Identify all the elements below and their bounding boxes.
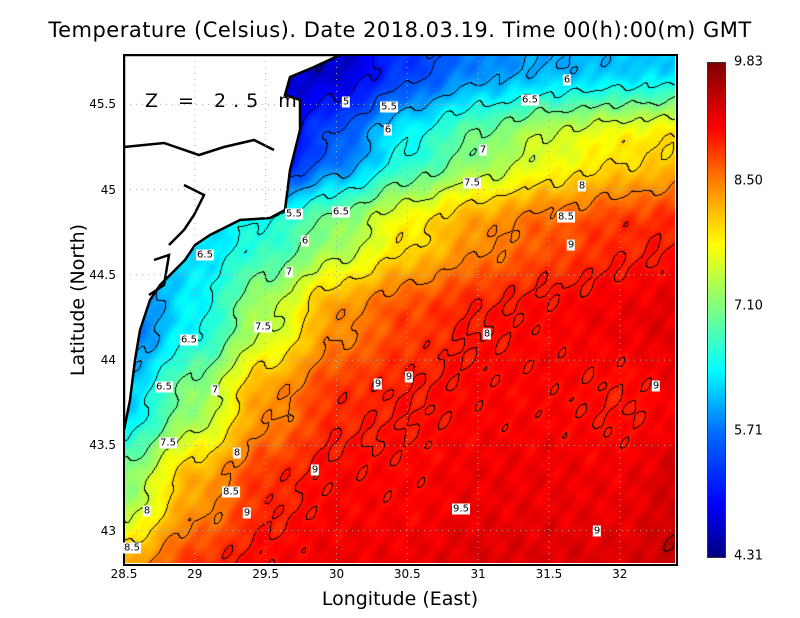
x-tick-label: 28.5: [110, 567, 138, 581]
contour-label: 7: [284, 266, 294, 278]
contour-label: 9: [404, 371, 414, 383]
x-tick-label: 29.5: [252, 567, 279, 581]
contour-label: 9: [651, 380, 661, 392]
contour-label: 6.5: [521, 94, 539, 106]
map-overlay: [124, 55, 675, 563]
colorbar: [707, 62, 726, 558]
contour-label: 6: [383, 124, 393, 136]
contour-label: 6.5: [332, 206, 350, 218]
y-tick-label: 43: [100, 523, 116, 538]
x-axis-label: Longitude (East): [321, 588, 479, 610]
contour-label: 9: [373, 378, 383, 390]
contour-label: 9.5: [452, 503, 470, 515]
colorbar-tick-label: 5.71: [734, 423, 763, 439]
y-tick-label: 43.5: [89, 438, 116, 453]
x-tick-label: 29: [187, 567, 203, 581]
contour-label: 7.5: [254, 321, 272, 333]
x-tick-label: 31: [470, 567, 486, 581]
colorbar-tick-label: 7.10: [734, 298, 763, 314]
contour-label: 8.5: [222, 486, 240, 498]
y-axis-label: Latitude (North): [67, 223, 89, 377]
contour-label: 9: [592, 525, 602, 537]
contour-label: 8: [142, 505, 152, 517]
depth-annotation: Z = 2.5 m: [145, 90, 304, 112]
contour-label: 8: [577, 180, 587, 192]
contour-label: 5.5: [285, 208, 303, 220]
contour-label: 6: [562, 74, 572, 86]
contour-label: 9: [566, 239, 576, 251]
x-tick-label: 30.5: [393, 567, 421, 581]
contour-label: 9: [310, 464, 320, 476]
chart-title: Temperature (Celsius). Date 2018.03.19. …: [48, 18, 752, 42]
x-tick-label: 30: [328, 567, 345, 581]
contour-label: 7.5: [463, 177, 481, 189]
contour-label: 6.5: [180, 334, 198, 346]
contour-label: 7: [478, 144, 488, 156]
contour-label: 5: [341, 96, 351, 108]
y-tick-label: 44.5: [89, 267, 116, 282]
contour-label: 5.5: [380, 101, 398, 113]
contour-label: 9: [242, 507, 252, 519]
contour-label: 8.5: [557, 211, 575, 223]
contour-label: 8: [482, 328, 492, 340]
x-tick-label: 31.5: [535, 567, 563, 581]
y-tick-label: 44: [100, 353, 116, 368]
y-tick-label: 45.5: [89, 97, 116, 112]
contour-label: 6.5: [155, 381, 173, 393]
contour-label: 6: [300, 235, 310, 247]
contour-label: 7: [210, 384, 220, 396]
contour-label: 8: [232, 447, 242, 459]
colorbar-tick-label: 8.50: [734, 173, 763, 189]
contour-label: 6.5: [196, 249, 214, 261]
inland-waters: [124, 138, 275, 297]
contour-label: 7.5: [159, 437, 177, 449]
colorbar-tick-label: 9.83: [734, 54, 763, 70]
contour-label: 8.5: [123, 542, 141, 554]
x-tick-label: 32: [612, 567, 628, 581]
plot-area: [124, 55, 675, 563]
y-tick-label: 45: [100, 182, 116, 197]
colorbar-tick-label: 4.31: [734, 548, 763, 564]
